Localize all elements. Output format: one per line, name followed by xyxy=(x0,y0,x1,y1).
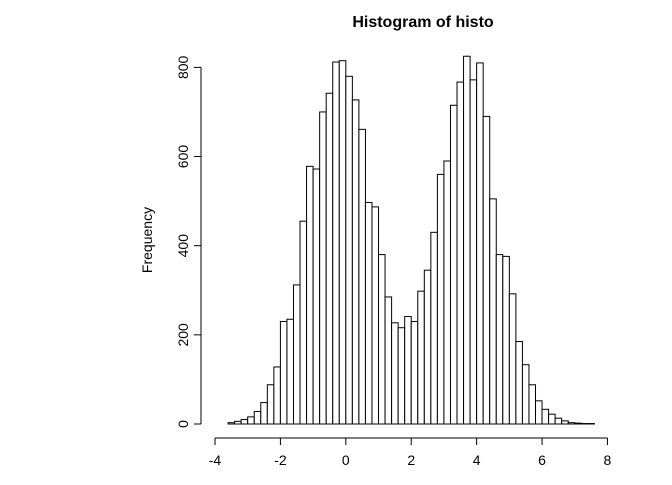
histogram-bar xyxy=(490,199,497,424)
histogram-bar xyxy=(536,401,543,424)
histogram-bar xyxy=(300,221,307,424)
histogram-bar xyxy=(392,323,399,424)
histogram-bar xyxy=(274,367,281,424)
histogram-bar xyxy=(293,285,300,424)
histogram-bar xyxy=(254,412,261,424)
histogram-bar xyxy=(509,294,516,424)
histogram-bar xyxy=(496,255,503,424)
histogram-bar xyxy=(516,342,523,424)
histogram-bar xyxy=(444,161,451,424)
histogram-bar xyxy=(418,291,425,424)
histogram-bar xyxy=(470,80,477,424)
histogram-bar xyxy=(575,423,582,424)
histogram-bar xyxy=(411,321,418,424)
histogram-bar xyxy=(320,112,327,424)
histogram-bar xyxy=(385,297,392,424)
y-axis: 0 200 400 600 800 xyxy=(175,55,201,427)
histogram-bar xyxy=(248,417,255,424)
bars-layer xyxy=(228,56,594,424)
histogram-bar xyxy=(529,385,536,424)
histogram-bar xyxy=(267,385,274,424)
histogram-bar xyxy=(379,255,386,424)
histogram-bar xyxy=(483,116,490,424)
histogram-bar xyxy=(464,56,471,424)
y-tick-label: 200 xyxy=(175,323,191,347)
histogram-bar xyxy=(346,76,353,424)
x-tick-label: -4 xyxy=(209,452,222,468)
x-tick-label: 2 xyxy=(407,452,415,468)
x-tick-label: 4 xyxy=(473,452,481,468)
histogram-bar xyxy=(313,169,320,424)
histogram-bar xyxy=(450,105,457,424)
y-tick-label: 800 xyxy=(175,55,191,79)
histogram-bar xyxy=(549,414,556,424)
histogram-bar xyxy=(562,421,569,424)
histogram-bar xyxy=(424,270,431,424)
histogram-bar xyxy=(503,256,510,424)
histogram-bar xyxy=(235,421,242,424)
x-tick-label: 6 xyxy=(538,452,546,468)
histogram-bar xyxy=(228,423,235,424)
histogram-bar xyxy=(522,365,529,424)
histogram-bar xyxy=(555,418,562,424)
y-axis-label: Frequency xyxy=(139,207,155,273)
histogram-bar xyxy=(568,423,575,424)
histogram-bar xyxy=(405,317,412,424)
histogram-bar xyxy=(307,166,314,424)
histogram-bar xyxy=(339,61,346,424)
histogram-bar xyxy=(372,207,379,424)
histogram-bar xyxy=(437,174,444,424)
histogram-bar xyxy=(398,328,405,424)
histogram-bar xyxy=(241,420,248,424)
y-tick-label: 600 xyxy=(175,145,191,169)
histogram-bar xyxy=(326,93,333,424)
histogram-bar xyxy=(359,129,366,424)
histogram-bar xyxy=(287,319,294,424)
histogram-bar xyxy=(457,82,464,424)
chart-title: Histogram of histo xyxy=(352,14,494,31)
x-tick-label: -2 xyxy=(274,452,287,468)
histogram-bar xyxy=(333,62,340,424)
histogram-bar xyxy=(261,403,268,424)
histogram-bar xyxy=(431,232,438,424)
histogram-bar xyxy=(365,202,372,424)
histogram-bar xyxy=(542,409,549,424)
x-axis: -4 -2 0 2 4 6 8 xyxy=(209,438,612,468)
histogram-bar xyxy=(280,321,287,424)
y-tick-label: 0 xyxy=(175,420,191,428)
x-tick-label: 8 xyxy=(604,452,612,468)
y-tick-label: 400 xyxy=(175,234,191,258)
histogram-bar xyxy=(477,63,484,424)
histogram-bar xyxy=(352,100,359,424)
x-tick-label: 0 xyxy=(342,452,350,468)
